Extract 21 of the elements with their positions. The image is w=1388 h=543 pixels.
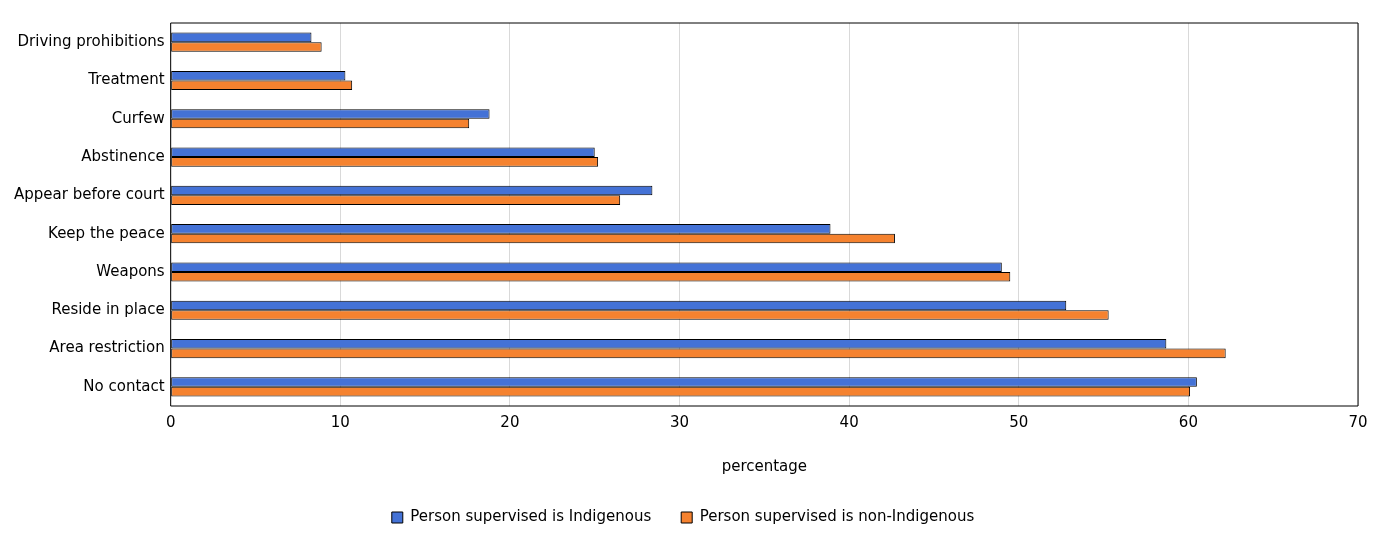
x-axis-title: percentage: [721, 456, 808, 475]
y-tick-label: Appear before court: [13, 185, 165, 204]
y-tick-label: Abstinence: [81, 146, 165, 165]
x-tick-label: 60: [1178, 412, 1198, 431]
legend-label: Person supervised is Indigenous: [410, 507, 652, 526]
y-tick-label: Keep the peace: [48, 223, 165, 242]
x-tick-label: 0: [165, 412, 176, 431]
x-tick-label: 50: [1009, 412, 1029, 431]
y-tick-label: Area restriction: [49, 338, 165, 357]
y-tick-label: Treatment: [87, 70, 165, 89]
y-tick-label: Curfew: [111, 108, 165, 127]
x-tick-label: 30: [669, 412, 690, 431]
y-tick-label: No contact: [83, 376, 165, 395]
x-tick-label: 70: [1348, 412, 1368, 431]
y-tick-label: Reside in place: [51, 300, 165, 319]
y-tick-label: Weapons: [96, 261, 165, 280]
legend-label: Person supervised is non-Indigenous: [699, 507, 975, 526]
x-tick-label: 10: [330, 412, 350, 431]
y-tick-label: Driving prohibitions: [17, 32, 165, 51]
x-tick-label: 40: [839, 412, 859, 431]
x-tick-label: 20: [500, 412, 520, 431]
